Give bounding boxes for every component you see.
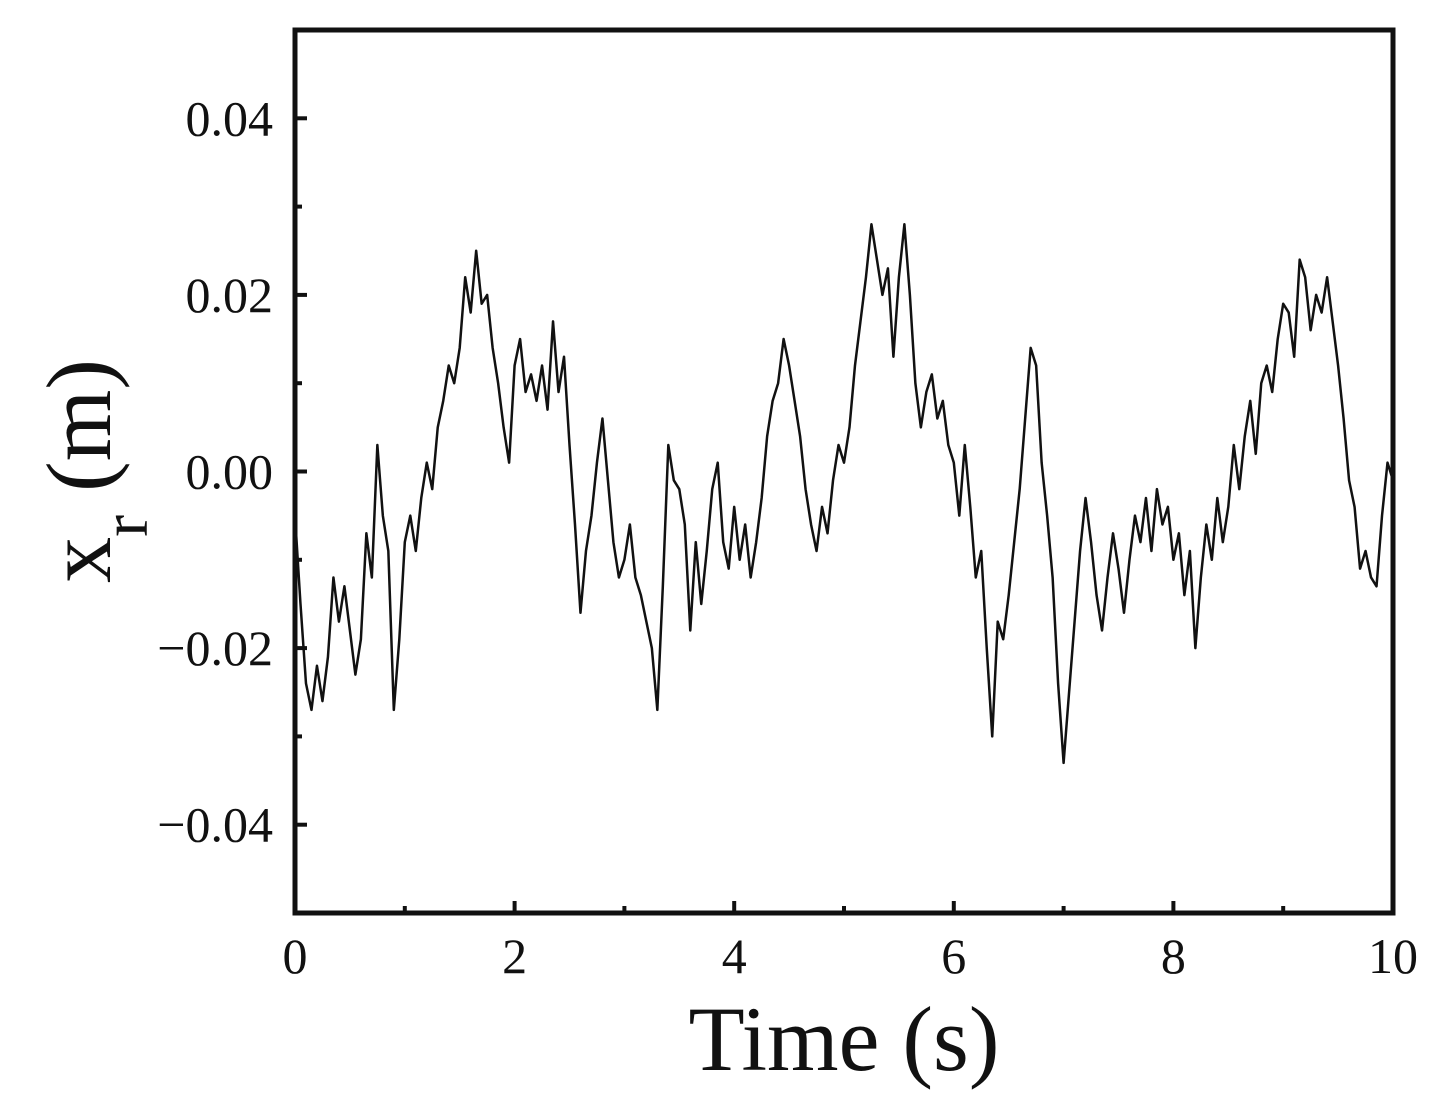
plot-frame — [292, 27, 1396, 916]
y-tick-label: −0.02 — [157, 620, 273, 676]
y-tick-label: 0.04 — [186, 90, 274, 146]
y-axis-label-subscript: r — [89, 515, 162, 537]
x-tick-label: 2 — [502, 928, 527, 984]
x-tick-label: 4 — [722, 928, 747, 984]
y-axis-label: xr (m) — [28, 359, 162, 583]
y-tick-label: 0.02 — [186, 267, 274, 323]
x-tick-label: 6 — [941, 928, 966, 984]
x-tick-label: 0 — [283, 928, 308, 984]
data-line — [293, 223, 1395, 765]
y-axis-label-main: x — [28, 537, 130, 583]
y-tick-label: −0.04 — [157, 797, 273, 853]
x-tick-label: 10 — [1368, 928, 1418, 984]
y-axis-label-unit: (m) — [28, 359, 130, 515]
y-tick-label: 0.00 — [186, 444, 274, 500]
x-axis-label: Time (s) — [689, 988, 1000, 1090]
x-tick-label: 8 — [1161, 928, 1186, 984]
